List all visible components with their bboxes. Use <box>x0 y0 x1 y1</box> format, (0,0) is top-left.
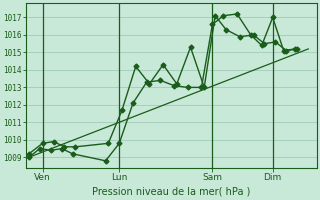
X-axis label: Pression niveau de la mer( hPa ): Pression niveau de la mer( hPa ) <box>92 187 251 197</box>
